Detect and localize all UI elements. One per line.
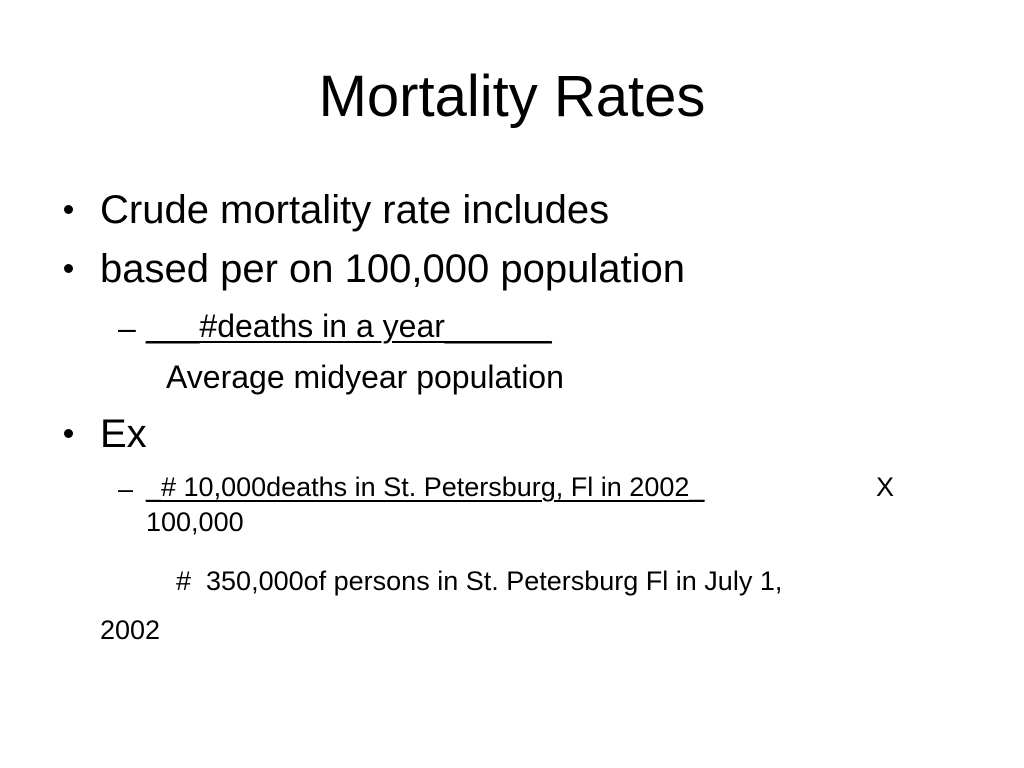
bullet-per-population: based per on 100,000 population [100, 247, 685, 291]
bullet-dot-icon [64, 429, 73, 438]
formula-numerator: ___#deaths in a year______ [146, 308, 552, 344]
sub-dash: – [118, 474, 134, 504]
sub-dash: – [118, 310, 136, 346]
formula-denominator: Average midyear population [166, 359, 564, 395]
slide-title: Mortality Rates [318, 64, 706, 129]
bullet-dot-icon [64, 264, 73, 273]
example-multiplier-value: 100,000 [146, 507, 244, 537]
example-numerator: _# 10,000deaths in St. Petersburg, Fl in… [146, 472, 705, 502]
example-multiplier: X [876, 472, 895, 502]
bullet-example: Ex [100, 412, 147, 456]
bullet-dot-icon [64, 205, 73, 214]
example-denominator: # 350,000of persons in St. Petersburg Fl… [176, 566, 783, 596]
bullet-crude-mortality: Crude mortality rate includes [100, 188, 610, 232]
example-denominator-continued: 2002 [100, 615, 161, 645]
